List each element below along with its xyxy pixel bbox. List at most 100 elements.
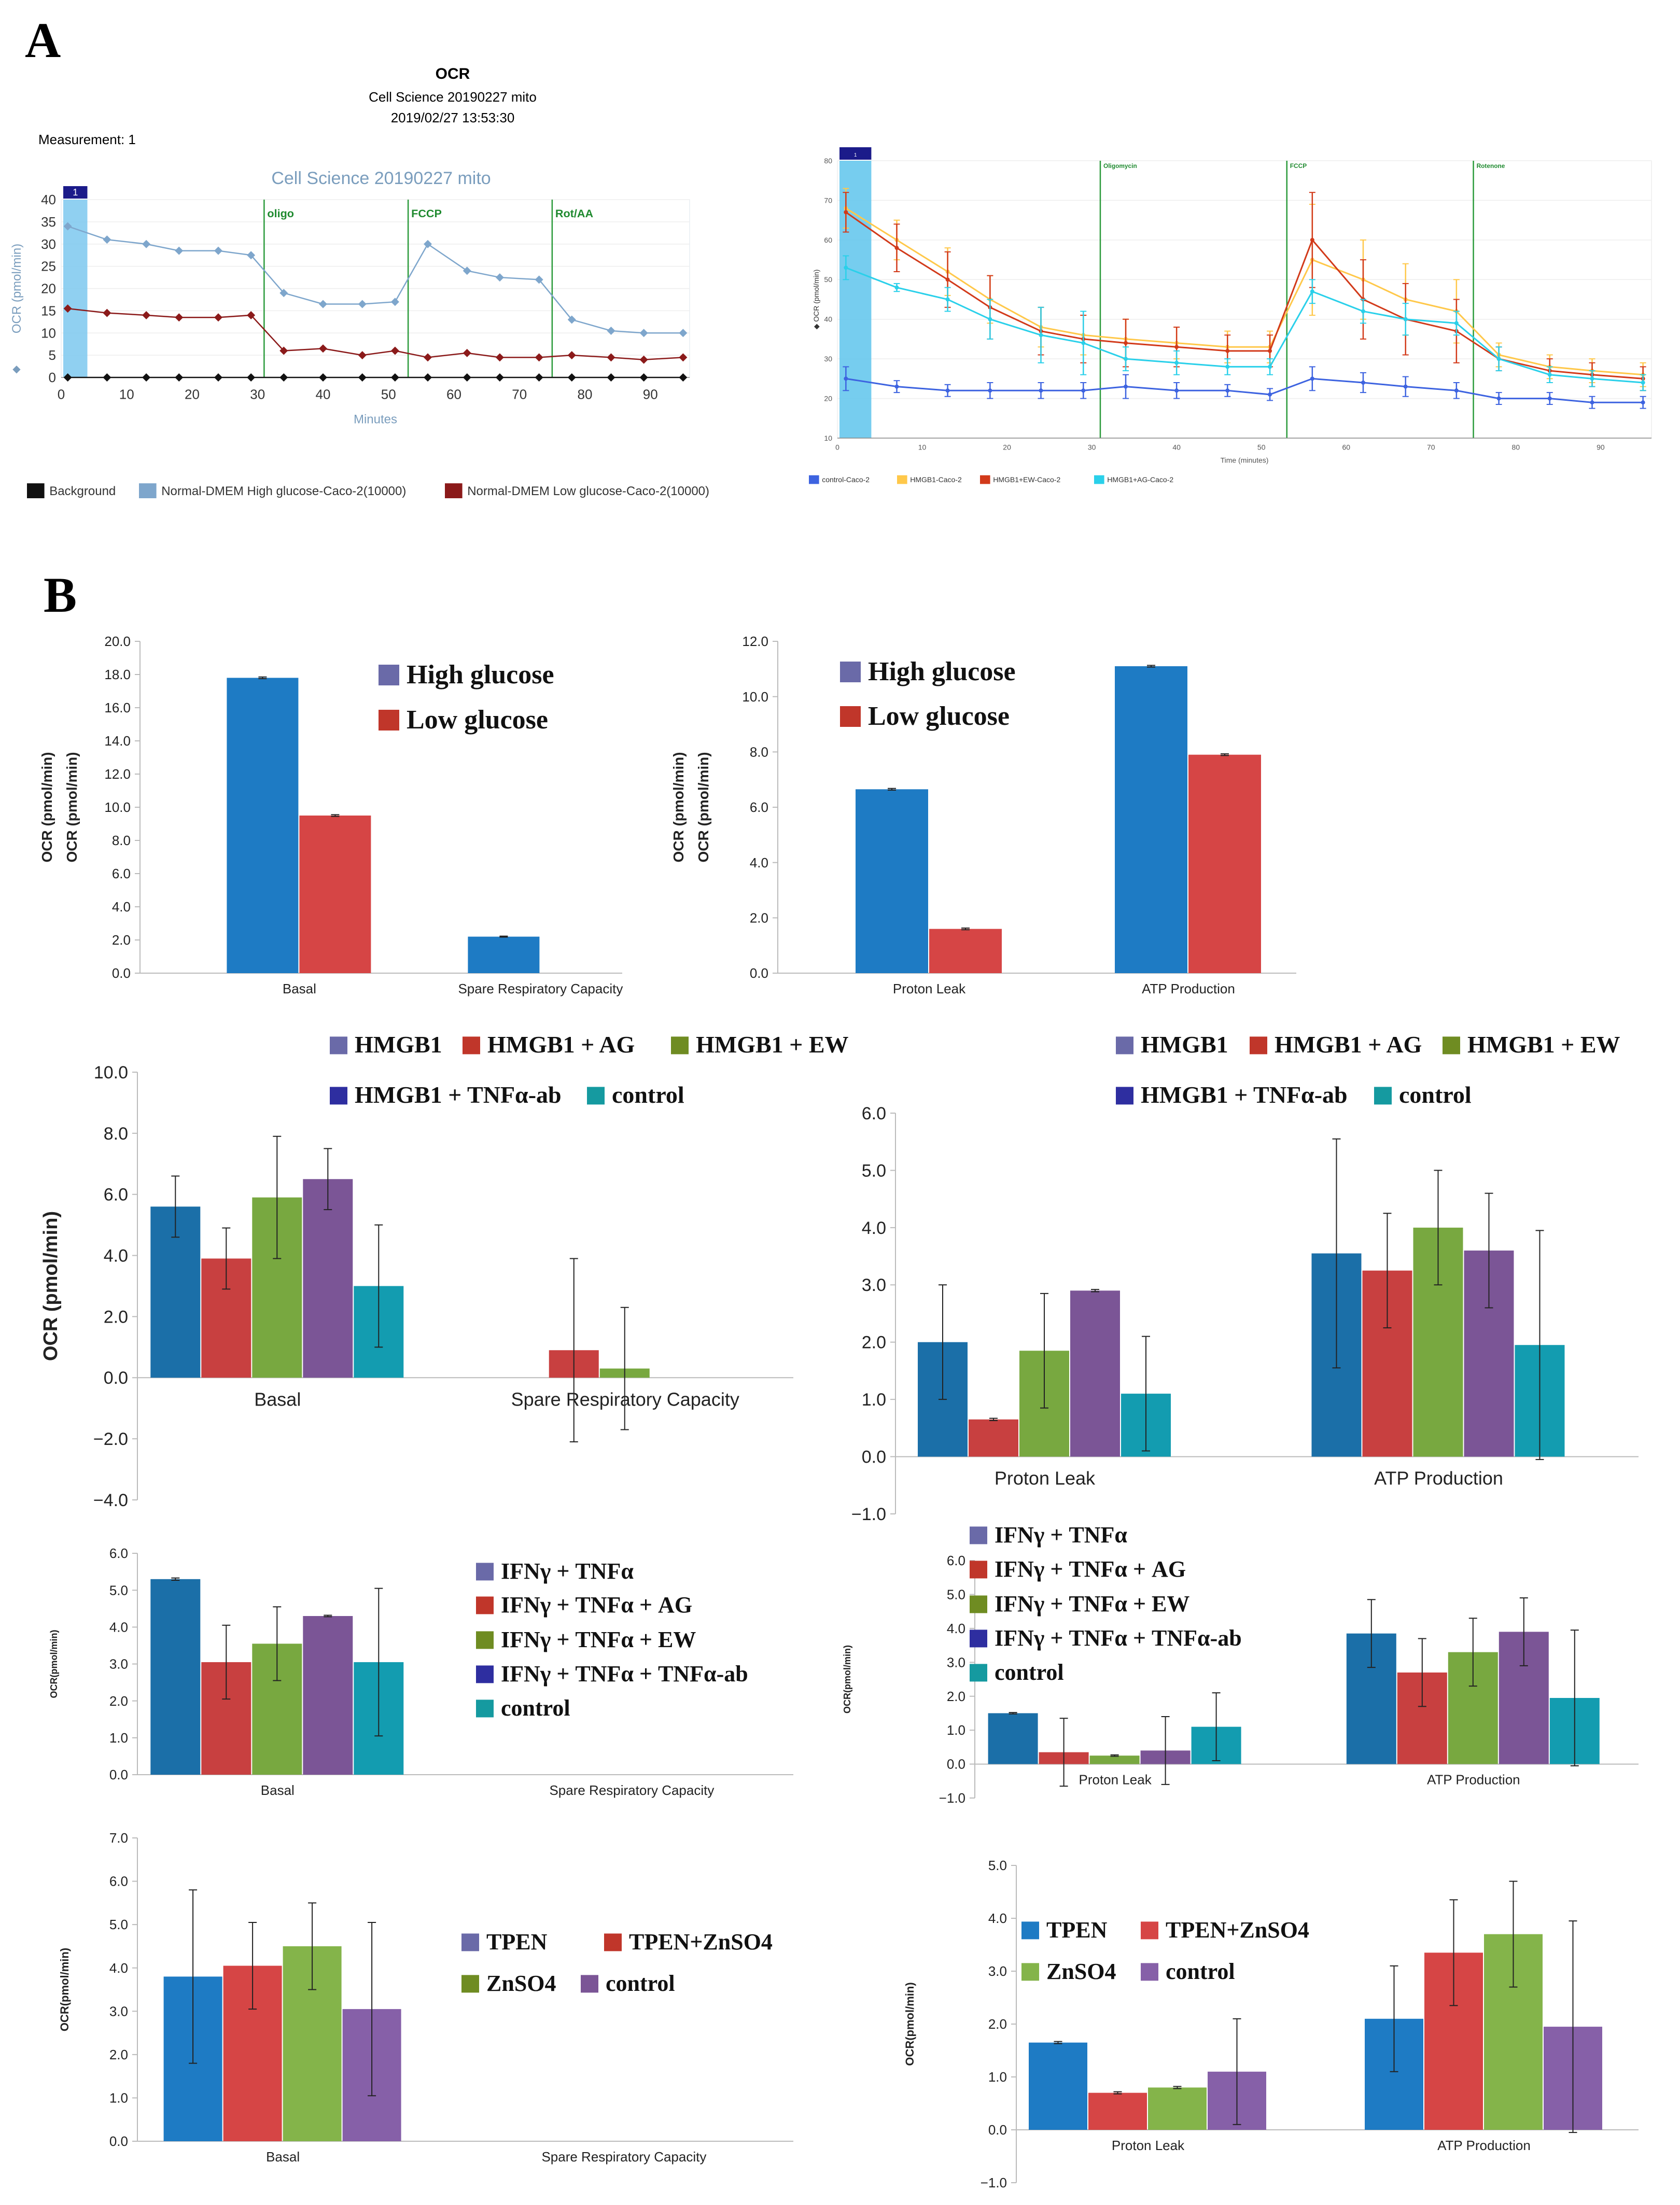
- y-axis-label: ◆ OCR (pmol/min): [812, 270, 820, 330]
- y-tick-label: 1.0: [947, 1722, 965, 1738]
- y-tick-label: −1.0: [851, 1505, 886, 1524]
- y-tick-label: 2.0: [862, 1333, 886, 1353]
- y-tick-label: 12.0: [104, 766, 131, 782]
- legend-swatch: [970, 1526, 987, 1544]
- data-point: [844, 265, 848, 270]
- y-tick-label: 1.0: [988, 2069, 1007, 2085]
- bar: [856, 789, 928, 973]
- legend-label: ZnSO4: [486, 1971, 556, 1996]
- plot-area: [837, 160, 1652, 439]
- panel-label-a: A: [25, 12, 61, 68]
- a1-header-timestamp: 2019/02/27 13:53:30: [391, 110, 515, 125]
- data-point: [1310, 237, 1314, 242]
- legend-swatch: [1116, 1036, 1133, 1055]
- y-tick-label: 5.0: [947, 1587, 965, 1603]
- legend-label: control: [1166, 1959, 1235, 1984]
- data-point: [1641, 400, 1645, 405]
- category-label: ATP Production: [1142, 981, 1235, 996]
- x-tick-label: 10: [119, 387, 134, 402]
- y-tick-label: 5.0: [109, 1917, 128, 1932]
- data-point: [1081, 341, 1086, 345]
- data-point: [463, 266, 471, 275]
- y-tick-label: −1.0: [981, 2175, 1007, 2190]
- data-point: [390, 373, 399, 382]
- injection-label: Oligomycin: [1103, 162, 1137, 170]
- category-label: Spare Respiratory Capacity: [549, 1782, 714, 1798]
- y-tick-label: 1.0: [862, 1390, 886, 1410]
- y-tick-label: −2.0: [93, 1429, 128, 1449]
- y-tick-label: 3.0: [862, 1275, 886, 1295]
- y-axis-marker: ◆: [12, 363, 21, 375]
- data-point: [1268, 348, 1272, 353]
- legend-swatch: [139, 483, 157, 498]
- y-tick-label: 2.0: [947, 1689, 965, 1704]
- legend-swatch: [1443, 1036, 1460, 1055]
- y-tick-label: 2.0: [104, 1307, 128, 1327]
- y-tick-label: 4.0: [862, 1218, 886, 1238]
- legend-label: TPEN+ZnSO4: [629, 1929, 773, 1955]
- data-point: [1268, 364, 1272, 369]
- y-tick-label: 40: [41, 192, 56, 207]
- y-tick-label: 25: [41, 259, 56, 274]
- data-point: [1225, 388, 1230, 393]
- legend-swatch: [1250, 1036, 1267, 1055]
- legend-swatch: [1094, 475, 1104, 484]
- data-point: [1268, 392, 1272, 397]
- y-tick-label: 4.0: [104, 1246, 128, 1266]
- bar: [303, 1616, 353, 1775]
- y-tick-label: 18.0: [104, 667, 131, 682]
- data-point: [175, 313, 184, 322]
- y-tick-label: 6.0: [109, 1874, 128, 1889]
- legend-label: TPEN: [1046, 1917, 1108, 1943]
- legend-swatch: [809, 475, 819, 484]
- legend-swatch: [1021, 1963, 1039, 1981]
- data-point: [495, 373, 504, 382]
- legend-swatch: [604, 1933, 622, 1951]
- legend-label: HMGB1+AG-Caco-2: [1107, 475, 1173, 484]
- y-tick-label: 4.0: [947, 1621, 965, 1636]
- data-point: [390, 346, 399, 355]
- data-point: [1174, 360, 1179, 365]
- y-tick-label: 4.0: [109, 1960, 128, 1976]
- data-point: [1454, 388, 1459, 393]
- y-axis-label: OCR(pmol/min): [49, 1630, 59, 1698]
- legend-swatch: [1141, 1921, 1158, 1940]
- y-axis-label-secondary: OCR (pmol/min): [64, 752, 80, 862]
- data-point: [945, 277, 950, 282]
- data-point: [1590, 376, 1594, 381]
- y-tick-label: 7.0: [109, 1830, 128, 1846]
- y-tick-label: 1.0: [109, 1730, 128, 1746]
- data-point: [567, 373, 576, 382]
- data-point: [1174, 345, 1179, 349]
- legend-label: TPEN+ZnSO4: [1166, 1917, 1309, 1943]
- legend-swatch: [970, 1595, 987, 1613]
- category-label: Spare Respiratory Capacity: [541, 2149, 706, 2165]
- data-point: [894, 384, 899, 389]
- category-label: Spare Respiratory Capacity: [458, 981, 623, 996]
- category-label: Basal: [254, 1388, 301, 1410]
- y-tick-label: 0.0: [862, 1447, 886, 1467]
- category-label: Basal: [261, 1782, 295, 1798]
- data-point: [1361, 309, 1365, 314]
- data-point: [535, 275, 543, 284]
- data-point: [639, 355, 648, 364]
- legend-swatch: [476, 1563, 494, 1581]
- data-point: [103, 235, 111, 244]
- chart-b8-bar: −1.0 0.0 1.0 2.0 3.0 4.0 5.0 Proton Leak ATP Pro…: [903, 1858, 1639, 2190]
- legend-swatch: [970, 1664, 987, 1682]
- data-point: [945, 297, 950, 302]
- data-point: [463, 373, 471, 382]
- chart-b3-bar: −4.0 −2.0 0.0 2.0 4.0 6.0 8.0 10.0 Basal Spare Re…: [40, 1031, 849, 1510]
- y-axis-label: OCR (pmol/min): [670, 752, 687, 862]
- legend-label: HMGB1 + TNFα-ab: [1141, 1082, 1348, 1108]
- legend-label: HMGB1: [1141, 1031, 1228, 1058]
- a1-header-title: OCR: [436, 65, 470, 82]
- y-tick-label: 2.0: [112, 932, 131, 948]
- data-point: [1641, 381, 1645, 385]
- data-point: [1496, 357, 1501, 361]
- data-point: [1547, 396, 1552, 401]
- legend-label: HMGB1 + EW: [696, 1031, 849, 1058]
- legend-swatch: [581, 1975, 598, 1993]
- y-tick-label: 0.0: [988, 2122, 1007, 2138]
- y-tick-label: 10.0: [94, 1063, 128, 1083]
